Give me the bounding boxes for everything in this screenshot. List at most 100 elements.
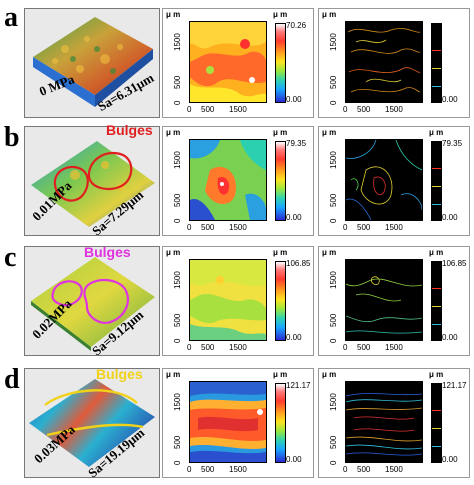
colorbar-min: 0.00 bbox=[286, 213, 302, 222]
y-tick: 1500 bbox=[173, 151, 182, 169]
colorbar-min: 0.00 bbox=[286, 95, 302, 104]
height-map-image bbox=[190, 260, 266, 340]
contour-map-panel: μ m 1500 500 0 0 500 1500 μ m 106.85 0.0… bbox=[318, 246, 470, 356]
colorbar bbox=[431, 23, 442, 103]
colorbar-unit: μ m bbox=[273, 370, 288, 379]
height-map-image bbox=[190, 140, 266, 220]
x-tick: 1500 bbox=[385, 343, 403, 352]
height-map-image bbox=[190, 382, 266, 462]
colorbar bbox=[275, 383, 286, 463]
y-tick: 500 bbox=[173, 75, 182, 89]
colorbar-min: 0.00 bbox=[286, 455, 302, 464]
colorbar-max: 121.17 bbox=[442, 381, 467, 390]
y-tick: 500 bbox=[173, 313, 182, 327]
colorbar-unit: μ m bbox=[429, 370, 444, 379]
colorbar-max: 79.35 bbox=[286, 139, 307, 148]
surface-3d-view: 0.02MPa Sa=9.12μm bbox=[24, 246, 160, 356]
surface-render bbox=[29, 379, 155, 467]
colorbar-unit: μ m bbox=[273, 10, 288, 19]
x-tick: 1500 bbox=[385, 465, 403, 474]
x-tick: 0 bbox=[343, 105, 348, 114]
surface-render bbox=[33, 17, 153, 107]
axis-unit: μ m bbox=[322, 248, 337, 257]
y-tick: 0 bbox=[173, 218, 182, 223]
y-tick: 500 bbox=[329, 435, 338, 449]
y-tick: 500 bbox=[173, 435, 182, 449]
axis-unit: μ m bbox=[322, 370, 337, 379]
x-tick: 0 bbox=[343, 223, 348, 232]
x-tick: 500 bbox=[201, 105, 215, 114]
axis-unit: μ m bbox=[166, 248, 181, 257]
colorbar bbox=[431, 383, 442, 463]
contour-lines bbox=[346, 260, 422, 340]
y-tick: 1500 bbox=[329, 393, 338, 411]
height-map-panel: μ m 1500 500 0 0 500 1500 μ m 106.85 0.0… bbox=[162, 246, 314, 356]
y-tick: 0 bbox=[329, 460, 338, 465]
colorbar-unit: μ m bbox=[273, 128, 288, 137]
colorbar-unit: μ m bbox=[273, 248, 288, 257]
x-tick: 500 bbox=[357, 465, 371, 474]
surface-3d-view: 0.03MPa Sa=19.19μm bbox=[24, 368, 160, 478]
y-tick: 500 bbox=[329, 193, 338, 207]
x-tick: 0 bbox=[187, 465, 192, 474]
x-tick: 0 bbox=[343, 465, 348, 474]
colorbar bbox=[431, 261, 442, 341]
y-tick: 500 bbox=[173, 193, 182, 207]
color-height-map bbox=[189, 381, 267, 463]
y-tick: 1500 bbox=[329, 271, 338, 289]
x-tick: 1500 bbox=[385, 223, 403, 232]
x-tick: 0 bbox=[187, 343, 192, 352]
x-tick: 0 bbox=[187, 105, 192, 114]
colorbar bbox=[275, 141, 286, 221]
row-label: c bbox=[4, 242, 17, 273]
x-tick: 1500 bbox=[229, 105, 247, 114]
x-tick: 500 bbox=[357, 343, 371, 352]
colorbar-max: 70.26 bbox=[286, 21, 307, 30]
axis-unit: μ m bbox=[166, 128, 181, 137]
surface-render bbox=[31, 141, 155, 227]
contour-map bbox=[345, 381, 423, 463]
x-tick: 1500 bbox=[385, 105, 403, 114]
colorbar-min: 0.00 bbox=[286, 333, 302, 342]
contour-map-panel: μ m 1500 500 0 0 500 1500 μ m 12 bbox=[318, 368, 470, 478]
contour-map bbox=[345, 259, 423, 341]
axis-unit: μ m bbox=[322, 10, 337, 19]
colorbar-max: 121.17 bbox=[286, 381, 311, 390]
x-tick: 0 bbox=[187, 223, 192, 232]
color-height-map bbox=[189, 259, 267, 341]
y-tick: 0 bbox=[173, 460, 182, 465]
contour-lines bbox=[346, 382, 422, 462]
contour-lines bbox=[346, 22, 422, 102]
colorbar-max: 106.85 bbox=[286, 259, 311, 268]
x-tick: 1500 bbox=[229, 343, 247, 352]
axis-unit: μ m bbox=[322, 128, 337, 137]
contour-map bbox=[345, 139, 423, 221]
contour-map bbox=[345, 21, 423, 103]
y-tick: 0 bbox=[329, 100, 338, 105]
x-tick: 500 bbox=[357, 105, 371, 114]
y-tick: 500 bbox=[329, 75, 338, 89]
y-tick: 1500 bbox=[173, 271, 182, 289]
surface-3d-view: 0 MPa Sa=6.31μm bbox=[24, 8, 160, 118]
y-tick: 0 bbox=[173, 338, 182, 343]
color-height-map bbox=[189, 21, 267, 103]
axis-unit: μ m bbox=[166, 10, 181, 19]
color-height-map bbox=[189, 139, 267, 221]
y-tick: 0 bbox=[329, 338, 338, 343]
colorbar bbox=[275, 23, 286, 103]
contour-map-panel: μ m 1500 500 0 0 500 1500 0.00 bbox=[318, 8, 470, 118]
height-map-image bbox=[190, 22, 266, 102]
height-map-panel: μ m 1500 500 0 0 500 1500 μ m 70.26 0.00 bbox=[162, 8, 314, 118]
colorbar bbox=[431, 141, 442, 221]
height-map-panel: μ m 1500 500 0 0 500 1500 μ m 121.17 0.0… bbox=[162, 368, 314, 478]
axis-unit: μ m bbox=[166, 370, 181, 379]
colorbar-max: 106.85 bbox=[442, 259, 467, 268]
y-tick: 0 bbox=[173, 100, 182, 105]
x-tick: 500 bbox=[201, 223, 215, 232]
row-label: d bbox=[4, 364, 20, 395]
y-tick: 500 bbox=[329, 313, 338, 327]
colorbar-min: 0.00 bbox=[442, 333, 458, 342]
x-tick: 1500 bbox=[229, 465, 247, 474]
colorbar-min: 0.00 bbox=[442, 455, 458, 464]
row-label: b bbox=[4, 122, 20, 153]
